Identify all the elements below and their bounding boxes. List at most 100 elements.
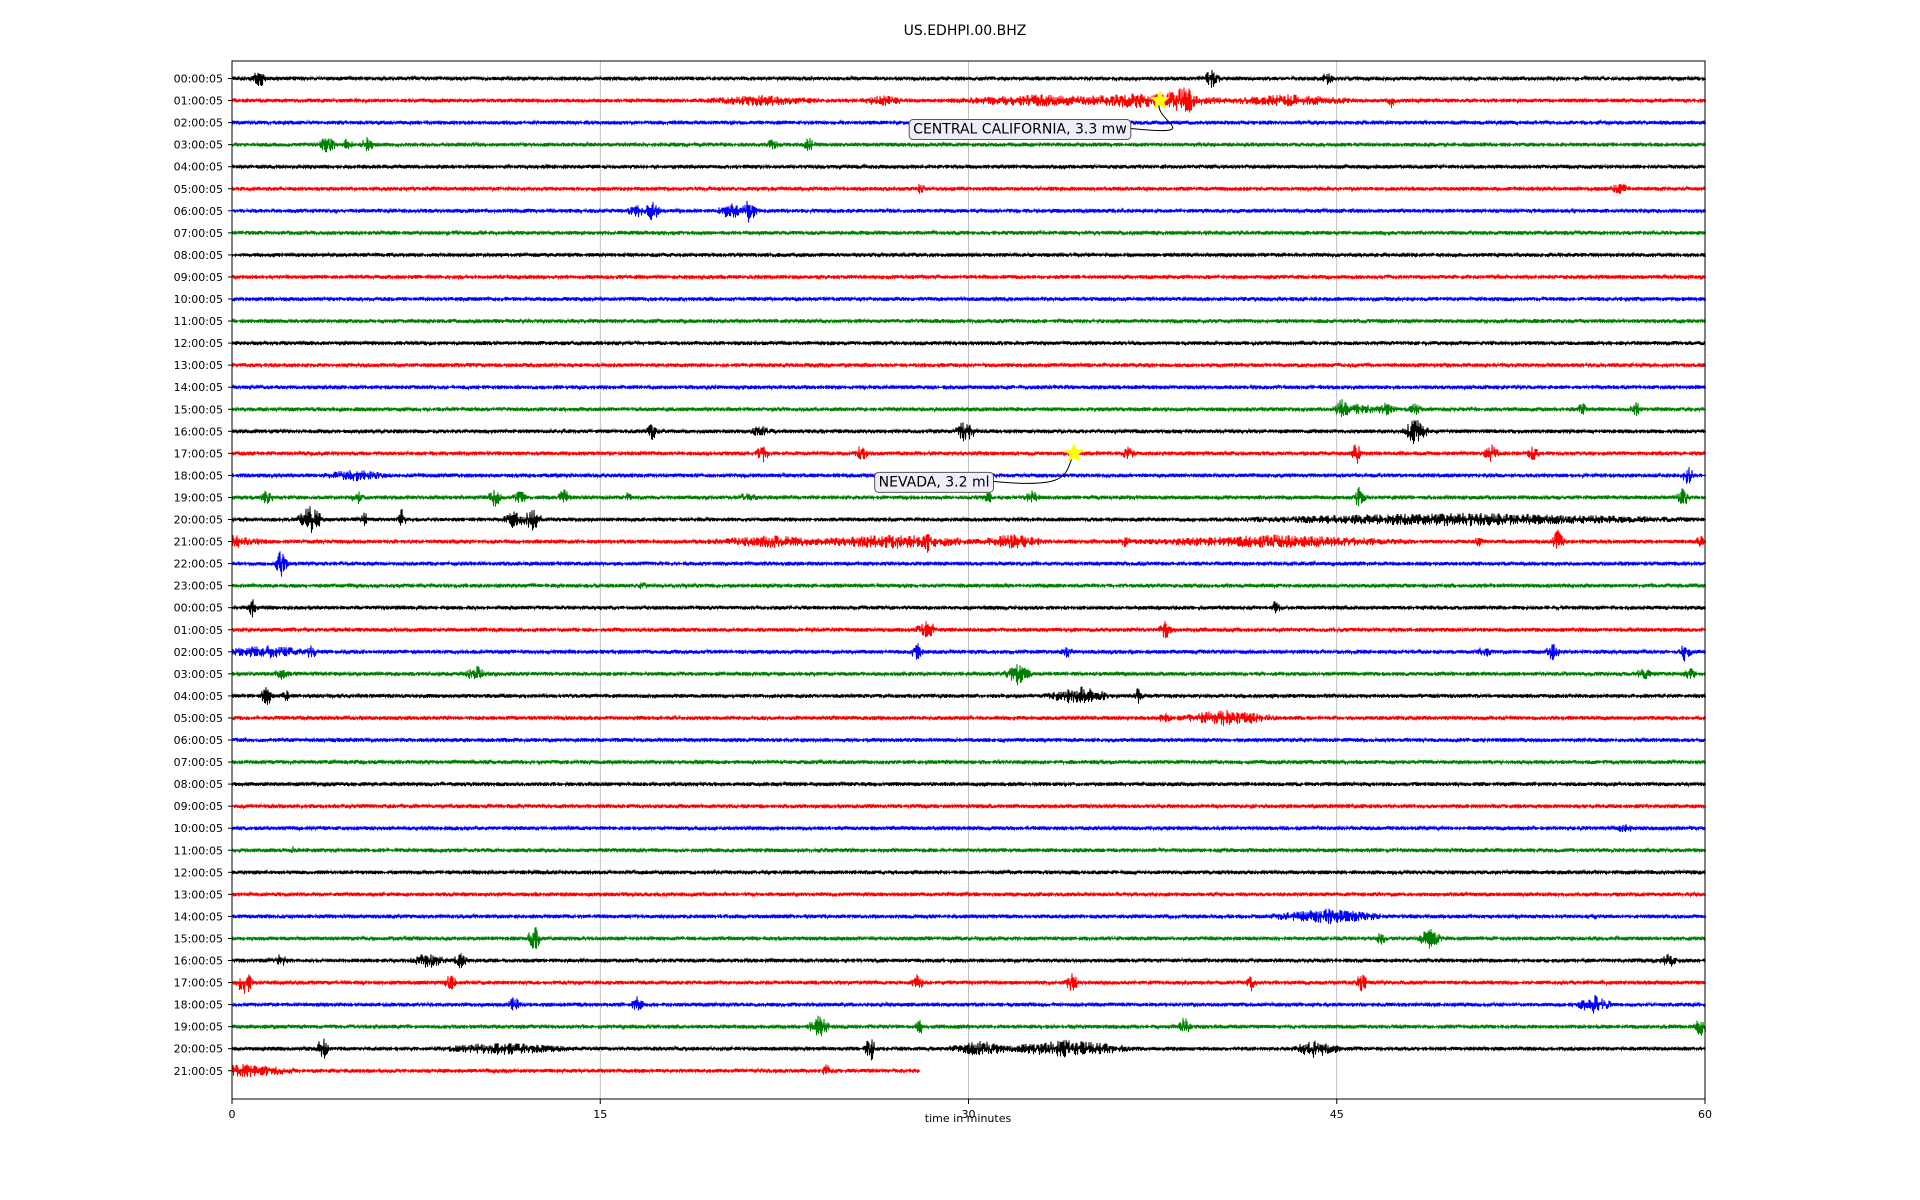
trace-line xyxy=(231,599,1706,618)
trace-line xyxy=(231,1015,1706,1037)
trace-line xyxy=(231,295,1706,303)
y-tick-label: 18:00:05 xyxy=(174,999,223,1012)
y-tick-label: 10:00:05 xyxy=(174,293,223,306)
trace-line xyxy=(231,183,1706,194)
y-tick-label: 02:00:05 xyxy=(174,117,223,130)
x-axis-label: time in minutes xyxy=(925,1112,1012,1125)
y-tick-label: 00:00:05 xyxy=(174,73,223,86)
trace-line xyxy=(231,846,1706,854)
trace-line xyxy=(231,868,1706,876)
y-tick-label: 14:00:05 xyxy=(174,910,223,923)
y-tick-label: 20:00:05 xyxy=(174,514,223,527)
y-tick-label: 01:00:05 xyxy=(174,95,223,108)
trace-line xyxy=(231,581,1706,590)
trace-line xyxy=(231,973,1706,994)
trace-line xyxy=(231,1038,1706,1061)
trace-line xyxy=(231,162,1706,171)
event-label-box xyxy=(908,119,1132,141)
event-label: CENTRAL CALIFORNIA, 3.3 mw xyxy=(913,122,1127,138)
trace-line xyxy=(231,136,1706,153)
y-tick-label: 03:00:05 xyxy=(174,668,223,681)
events: CENTRAL CALIFORNIA, 3.3 mw NEVADA, 3.2 ml xyxy=(874,90,1174,493)
y-tick-label: 04:00:05 xyxy=(174,161,223,174)
x-tick-label: 30 xyxy=(962,1108,976,1121)
y-tick-label: 15:00:05 xyxy=(174,403,223,416)
y-tick-label: 07:00:05 xyxy=(174,756,223,769)
grid-lines xyxy=(599,61,1338,1099)
trace-line xyxy=(231,87,1706,113)
y-tick-label: 12:00:05 xyxy=(174,337,223,350)
y-tick-label: 11:00:05 xyxy=(174,315,223,328)
y-tick-label: 08:00:05 xyxy=(174,249,223,262)
event-label: NEVADA, 3.2 ml xyxy=(879,474,990,490)
trace-line xyxy=(231,664,1706,686)
trace-line xyxy=(231,802,1706,810)
y-tick-label: 22:00:05 xyxy=(174,558,223,571)
trace-line xyxy=(231,200,1706,223)
trace-line xyxy=(231,273,1706,281)
y-tick-label: 19:00:05 xyxy=(174,491,223,504)
event-connector xyxy=(993,453,1075,484)
trace-line xyxy=(231,69,1706,88)
x-tick-label: 60 xyxy=(1698,1108,1712,1121)
y-tick-label: 03:00:05 xyxy=(174,139,223,152)
trace-line xyxy=(231,551,1706,577)
trace-line xyxy=(231,398,1706,418)
trace-line xyxy=(231,529,1706,553)
trace-line xyxy=(231,824,1706,833)
trace-line xyxy=(231,251,1706,259)
x-tick-label: 15 xyxy=(593,1108,607,1121)
y-tick-label: 09:00:05 xyxy=(174,271,223,284)
x-tick-label: 0 xyxy=(229,1108,236,1121)
y-tick-label: 21:00:05 xyxy=(174,1065,223,1078)
y-tick-label: 14:00:05 xyxy=(174,381,223,394)
y-tick-label: 07:00:05 xyxy=(174,227,223,240)
trace-line xyxy=(231,643,1706,662)
trace-line xyxy=(231,506,1706,533)
trace-line xyxy=(231,317,1706,325)
y-tick-label: 09:00:05 xyxy=(174,800,223,813)
y-tick-label: 10:00:05 xyxy=(174,822,223,835)
trace-line xyxy=(231,339,1706,347)
y-tick-label: 04:00:05 xyxy=(174,690,223,703)
y-tick-label: 19:00:05 xyxy=(174,1021,223,1034)
y-tick-label: 02:00:05 xyxy=(174,646,223,659)
y-tick-label: 01:00:05 xyxy=(174,624,223,637)
trace-line xyxy=(231,1064,920,1078)
y-tick-label: 16:00:05 xyxy=(174,955,223,968)
traces xyxy=(231,69,1706,1078)
trace-line xyxy=(231,686,1706,705)
trace-line xyxy=(231,758,1706,766)
y-tick-label: 23:00:05 xyxy=(174,580,223,593)
y-tick-label: 00:00:05 xyxy=(174,602,223,615)
y-tick-label: 21:00:05 xyxy=(174,536,223,549)
trace-line xyxy=(231,420,1706,445)
trace-line xyxy=(231,620,1706,639)
trace-line xyxy=(231,361,1706,369)
trace-line xyxy=(231,228,1706,237)
y-tick-label: 17:00:05 xyxy=(174,447,223,460)
y-tick-label: 06:00:05 xyxy=(174,734,223,747)
y-tick-label: 13:00:05 xyxy=(174,888,223,901)
trace-line xyxy=(231,486,1706,507)
event-star-marker xyxy=(1150,90,1170,109)
trace-line xyxy=(231,953,1706,969)
y-tick-label: 20:00:05 xyxy=(174,1043,223,1056)
y-tick-label: 17:00:05 xyxy=(174,977,223,990)
trace-line xyxy=(231,995,1706,1014)
x-tick-label: 45 xyxy=(1330,1108,1344,1121)
trace-line xyxy=(231,709,1706,727)
y-tick-label: 06:00:05 xyxy=(174,205,223,218)
y-axis: 00:00:05 01:00:05 02:00:05 03:00:05 04:00:05… xyxy=(174,73,232,1078)
y-tick-label: 05:00:05 xyxy=(174,712,223,725)
y-tick-label: 05:00:05 xyxy=(174,183,223,196)
trace-line xyxy=(231,444,1706,464)
trace-line xyxy=(231,927,1706,949)
y-tick-label: 12:00:05 xyxy=(174,866,223,879)
event-star-marker xyxy=(1064,443,1084,462)
trace-line xyxy=(231,890,1706,898)
y-tick-label: 15:00:05 xyxy=(174,932,223,945)
x-axis: 0 15 30 45 60 xyxy=(229,1099,1712,1121)
y-tick-label: 08:00:05 xyxy=(174,778,223,791)
